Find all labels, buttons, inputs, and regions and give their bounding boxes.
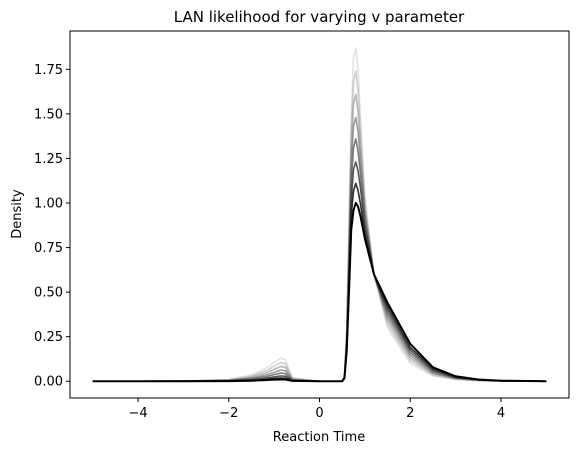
axes-background — [70, 31, 569, 398]
y-tick-label: 0.00 — [34, 375, 63, 390]
chart-title: LAN likelihood for varying v parameter — [174, 8, 465, 26]
plot-area: −4 −2 0 2 4 0.00 0.25 0.50 0.75 1.00 1.25 1.50 1.75 — [34, 30, 570, 421]
x-tick-label: 2 — [406, 406, 414, 421]
y-tick-label: 0.75 — [34, 241, 63, 256]
x-axis-label: Reaction Time — [273, 430, 365, 445]
y-tick-label: 1.25 — [34, 152, 63, 167]
y-axis-ticks: 0.00 0.25 0.50 0.75 1.00 1.25 1.50 1.75 — [34, 63, 70, 390]
x-axis-ticks: −4 −2 0 2 4 — [128, 398, 505, 421]
series-group — [92, 47, 547, 383]
x-tick-label: −2 — [219, 406, 238, 421]
y-axis-label: Density — [10, 189, 25, 239]
y-tick-label: 1.00 — [34, 197, 63, 212]
series-line-7 — [92, 202, 547, 383]
x-tick-label: −4 — [128, 406, 147, 421]
y-tick-label: 1.50 — [34, 107, 63, 122]
y-tick-label: 0.50 — [34, 286, 63, 301]
x-tick-label: 0 — [315, 406, 323, 421]
y-tick-label: 1.75 — [34, 63, 63, 78]
y-tick-label: 0.25 — [34, 330, 63, 345]
x-tick-label: 4 — [497, 406, 505, 421]
